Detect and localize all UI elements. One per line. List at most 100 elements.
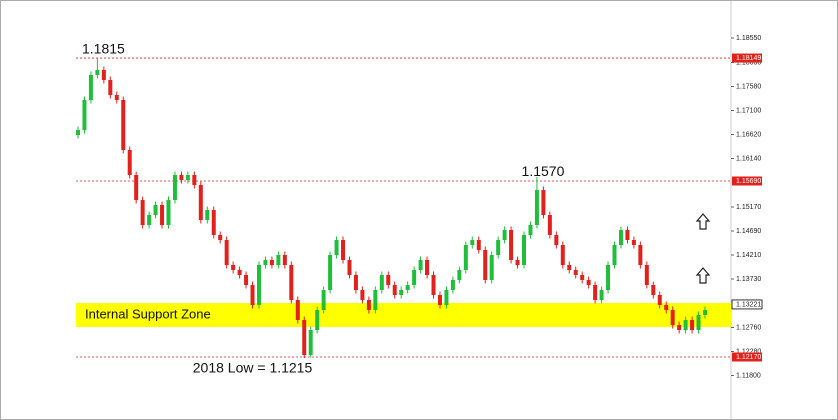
candle-body	[425, 260, 430, 275]
candle-body	[88, 75, 93, 100]
candle-body	[547, 215, 552, 235]
candle-body	[431, 275, 436, 295]
candle-body	[160, 205, 165, 225]
y-tick-label: 1.14210	[736, 252, 761, 259]
candle-body	[683, 320, 688, 330]
candle-body	[554, 235, 559, 245]
candle-body	[392, 285, 397, 295]
candle-body	[631, 240, 636, 245]
candle-body	[360, 290, 365, 300]
candle-body	[644, 265, 649, 285]
y-tick-label: 1.15170	[736, 204, 761, 211]
level-label: 1.15690	[736, 178, 761, 185]
y-tick-label: 1.16620	[736, 131, 761, 138]
candle-body	[373, 290, 378, 310]
y-tick-label: 1.18060	[736, 59, 761, 66]
candle-body	[237, 270, 242, 275]
candle-body	[295, 300, 300, 320]
candle-body	[606, 265, 611, 290]
annotation: 1.1815	[82, 41, 125, 57]
candle-body	[321, 290, 326, 310]
candle-body	[282, 255, 287, 265]
candle-body	[412, 270, 417, 285]
candle-body	[470, 240, 475, 245]
candle-body	[599, 290, 604, 300]
candle-body	[341, 240, 346, 260]
candle-body	[269, 260, 274, 265]
candle-body	[302, 320, 307, 355]
candle-body	[95, 70, 100, 75]
level-label: 1.12170	[736, 354, 761, 361]
y-tick-label: 1.17100	[736, 107, 761, 114]
candle-body	[224, 240, 229, 265]
candle-body	[534, 190, 539, 225]
candle-body	[541, 190, 546, 215]
candle-body	[198, 185, 203, 220]
candle-body	[276, 255, 281, 265]
candle-body	[528, 225, 533, 235]
y-tick-label: 1.12280	[736, 348, 761, 355]
candle-body	[121, 100, 126, 150]
candle-body	[366, 300, 371, 310]
level-tag	[732, 53, 762, 63]
candle-body	[256, 265, 261, 305]
y-tick-label: 1.14690	[736, 228, 761, 235]
candle-body	[399, 290, 404, 295]
candle-body	[166, 200, 171, 225]
candle-body	[457, 270, 462, 280]
level-tag	[732, 352, 762, 362]
support-zone	[76, 303, 732, 327]
current-price-label: 1.13221	[736, 301, 761, 308]
y-tick-label: 1.11800	[736, 372, 761, 379]
candle-body	[567, 265, 572, 270]
candle-body	[108, 80, 113, 95]
candle-body	[586, 280, 591, 285]
annotation: 1.1570	[522, 163, 565, 179]
up-arrow	[695, 213, 711, 230]
candle-body	[353, 275, 358, 290]
zone-label: Internal Support Zone	[85, 306, 211, 321]
candle-body	[250, 285, 255, 305]
y-tick-label: 1.16140	[736, 155, 761, 162]
candle-body	[172, 175, 177, 200]
current-price-tag	[731, 299, 763, 310]
candle-body	[244, 275, 249, 285]
candle-body	[153, 205, 158, 215]
candle-body	[573, 270, 578, 275]
candle-body	[664, 305, 669, 310]
candle-body	[496, 240, 501, 255]
candle-body	[560, 245, 565, 265]
y-tick-label: 1.17580	[736, 83, 761, 90]
candle-body	[179, 175, 184, 180]
candle-body	[489, 255, 494, 280]
candle-body	[347, 260, 352, 275]
candle-body	[263, 260, 268, 265]
candle-body	[450, 280, 455, 290]
candle-body	[289, 265, 294, 300]
candle-body	[192, 175, 197, 185]
candle-body	[502, 230, 507, 240]
candle-body	[218, 235, 223, 240]
level-label: 1.18149	[736, 55, 761, 62]
candle-body	[328, 255, 333, 290]
y-tick-label: 1.18550	[736, 35, 761, 42]
candle-body	[483, 250, 488, 280]
candle-body	[509, 230, 514, 260]
up-arrow	[695, 267, 711, 284]
candle-body	[315, 310, 320, 330]
annotation: 2018 Low = 1.1215	[193, 360, 313, 376]
candle-body	[515, 260, 520, 265]
candle-body	[612, 245, 617, 265]
candle-body	[101, 70, 106, 80]
zone-layer	[76, 57, 732, 358]
candle-body	[696, 315, 701, 330]
candle-body	[76, 130, 80, 135]
candle-body	[437, 295, 442, 305]
candle-body	[677, 325, 682, 330]
candle-body	[185, 175, 190, 180]
candle-body	[334, 240, 339, 255]
candle-body	[476, 240, 481, 250]
candle-body	[205, 210, 210, 220]
candle-body	[593, 285, 598, 300]
